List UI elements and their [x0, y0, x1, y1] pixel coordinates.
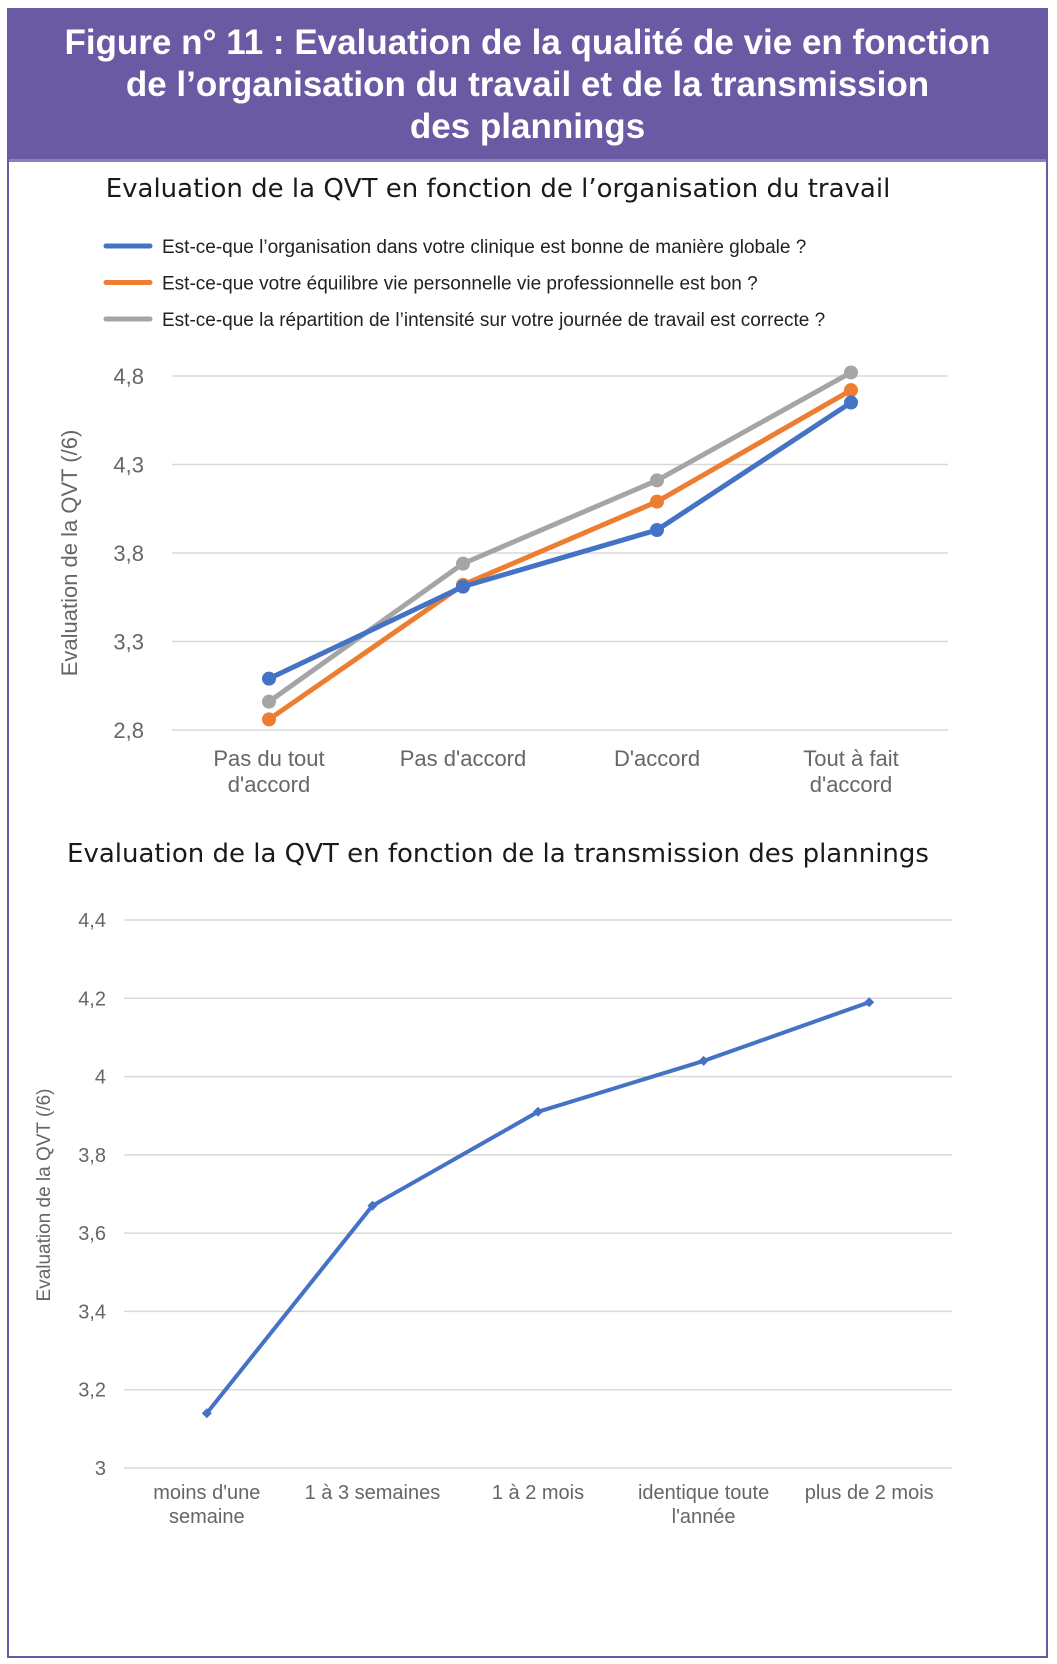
- y-axis-label: Evaluation de la QVT (/6): [34, 1089, 55, 1302]
- y-tick-label: 3,8: [113, 541, 144, 566]
- data-point: [456, 579, 470, 594]
- data-point: [844, 395, 858, 410]
- data-point: [698, 1055, 709, 1066]
- x-tick-label: plus de 2 mois: [805, 1482, 934, 1504]
- figure-title-line-3: des plannings: [409, 106, 646, 146]
- legend-label: Est-ce-que votre équilibre vie personnel…: [162, 274, 758, 295]
- y-axis-label: Evaluation de la QVT (/6): [57, 430, 82, 677]
- y-tick-label: 4,4: [78, 910, 106, 932]
- x-tick-label: d'accord: [810, 772, 892, 797]
- figure-title-line-1: Figure n° 11 : Evaluation de la qualité …: [64, 22, 991, 62]
- y-tick-label: 3: [95, 1458, 106, 1480]
- x-tick-label: 1 à 2 mois: [492, 1482, 584, 1504]
- x-tick-label: d'accord: [228, 772, 310, 797]
- y-tick-label: 2,8: [113, 718, 144, 743]
- x-tick-label: identique toute: [638, 1482, 769, 1504]
- data-point: [650, 522, 664, 537]
- chart-2-title: Evaluation de la QVT en fonction de la t…: [67, 839, 929, 869]
- y-tick-label: 3,2: [78, 1380, 106, 1402]
- y-tick-label: 3,3: [113, 630, 144, 655]
- x-tick-label: l'année: [672, 1506, 736, 1528]
- x-tick-label: Pas du tout: [213, 746, 324, 771]
- data-point: [864, 997, 875, 1008]
- y-tick-label: 4,2: [78, 988, 106, 1010]
- data-point: [262, 712, 276, 727]
- x-tick-label: semaine: [169, 1506, 245, 1528]
- data-point: [533, 1106, 543, 1117]
- legend-label: Est-ce-que la répartition de l’intensité…: [162, 310, 825, 331]
- series-line: [205, 1000, 870, 1415]
- data-point: [262, 694, 276, 709]
- x-tick-label: 1 à 3 semaines: [305, 1482, 441, 1504]
- data-point: [456, 556, 470, 571]
- y-tick-label: 4,3: [113, 453, 144, 478]
- y-tick-label: 4: [95, 1067, 106, 1089]
- series-line: [267, 370, 853, 704]
- y-tick-label: 4,8: [113, 364, 144, 389]
- figure-title-line-2: de l’organisation du travail et de la tr…: [125, 64, 930, 104]
- data-point: [367, 1200, 378, 1211]
- y-tick-label: 3,6: [78, 1223, 106, 1245]
- figure-header: Figure n° 11 : Evaluation de la qualité …: [9, 10, 1046, 162]
- series-line: [267, 387, 853, 722]
- series-line: [267, 400, 853, 681]
- x-tick-label: D'accord: [614, 746, 700, 771]
- data-point: [262, 671, 276, 686]
- data-point: [844, 383, 858, 398]
- data-point: [650, 473, 664, 488]
- y-tick-label: 3,4: [78, 1301, 106, 1323]
- chart-1-title: Evaluation de la QVT en fonction de l’or…: [106, 174, 891, 204]
- figure-title: Figure n° 11 : Evaluation de la qualité …: [48, 22, 1008, 148]
- y-tick-label: 3,8: [78, 1145, 106, 1167]
- x-tick-label: Pas d'accord: [400, 746, 527, 771]
- legend-label: Est-ce-que l’organisation dans votre cli…: [162, 237, 806, 258]
- data-point: [844, 365, 858, 380]
- x-tick-label: Tout à fait: [803, 746, 898, 771]
- data-point: [201, 1408, 212, 1419]
- figure-frame: Figure n° 11 : Evaluation de la qualité …: [7, 8, 1048, 1658]
- data-point: [650, 494, 664, 509]
- x-tick-label: moins d'une: [153, 1482, 260, 1504]
